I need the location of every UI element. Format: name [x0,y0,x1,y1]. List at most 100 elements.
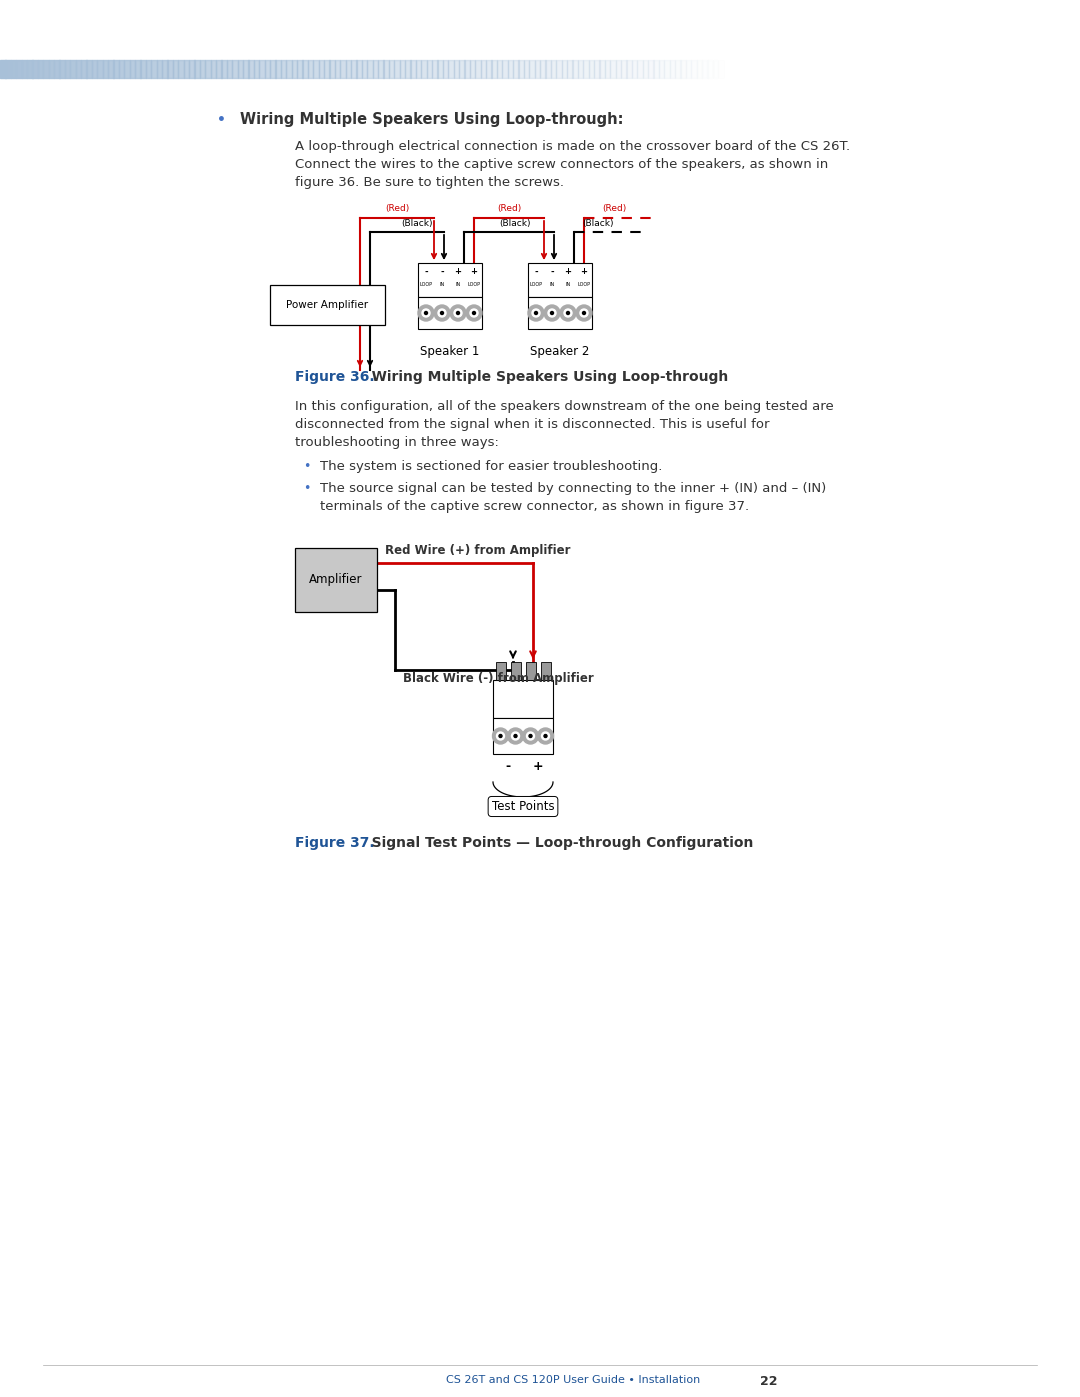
Text: Black Wire (-) from Amplifier: Black Wire (-) from Amplifier [403,672,594,685]
Bar [22,60,27,78]
Bar [977,60,983,78]
Bar [526,662,536,680]
Bar [540,662,551,680]
Circle shape [497,732,504,740]
Bar [38,60,43,78]
Bar [405,60,410,78]
Bar [103,60,108,78]
Bar [540,60,545,78]
Text: Red Wire (+) from Amplifier: Red Wire (+) from Amplifier [384,543,570,557]
Bar [859,60,864,78]
Text: CS 26T and CS 120P User Guide • Installation: CS 26T and CS 120P User Guide • Installa… [446,1375,700,1384]
Bar [724,60,729,78]
Text: Connect the wires to the captive screw connectors of the speakers, as shown in: Connect the wires to the captive screw c… [295,158,828,170]
Text: -: - [550,267,554,277]
Bar [842,60,848,78]
Bar [972,60,977,78]
Circle shape [538,728,554,745]
Bar [740,60,745,78]
Bar [86,60,92,78]
Bar [1004,60,1010,78]
Circle shape [422,309,430,317]
Circle shape [535,312,538,314]
Bar [945,60,950,78]
Bar [799,60,805,78]
Bar [464,60,470,78]
Bar [680,60,686,78]
Bar [351,60,356,78]
Circle shape [544,735,546,738]
Text: -: - [441,267,444,277]
Text: disconnected from the signal when it is disconnected. This is useful for: disconnected from the signal when it is … [295,418,769,432]
Bar [810,60,815,78]
Text: +: + [581,267,588,277]
Circle shape [514,735,517,738]
Bar [778,60,783,78]
Bar [567,60,572,78]
Bar [270,285,384,326]
Bar [670,60,675,78]
Bar [313,60,319,78]
Bar [648,60,653,78]
Bar [788,60,794,78]
Bar [378,60,383,78]
Bar [248,60,254,78]
Bar [659,60,664,78]
Bar [146,60,151,78]
Text: IN: IN [456,282,461,288]
Bar [907,60,913,78]
Bar [918,60,923,78]
Text: Wiring Multiple Speakers Using Loop-through: Wiring Multiple Speakers Using Loop-thro… [357,370,728,384]
Bar [821,60,826,78]
Bar [1048,60,1053,78]
Bar [475,60,481,78]
Bar [745,60,751,78]
Bar [97,60,103,78]
Bar [934,60,940,78]
Bar [178,60,184,78]
Bar [508,60,513,78]
Bar [599,60,605,78]
Bar [961,60,967,78]
Text: In this configuration, all of the speakers downstream of the one being tested ar: In this configuration, all of the speake… [295,400,834,414]
Bar [418,263,482,298]
Text: +: + [532,760,543,773]
Text: Figure 36.: Figure 36. [295,370,375,384]
Bar [562,60,567,78]
Bar [448,60,454,78]
Bar [621,60,626,78]
Bar [11,60,16,78]
Text: Test Points: Test Points [491,800,554,813]
Bar [211,60,216,78]
Bar [497,60,502,78]
Bar [556,60,562,78]
Bar [653,60,659,78]
Bar [902,60,907,78]
Text: The system is sectioned for easier troubleshooting.: The system is sectioned for easier troub… [320,460,662,474]
Circle shape [512,732,519,740]
Bar [729,60,734,78]
Bar [707,60,713,78]
Text: (Red): (Red) [384,204,409,212]
Text: LOOP: LOOP [468,282,481,288]
Bar [713,60,718,78]
Text: •: • [217,113,226,127]
Bar [221,60,227,78]
Circle shape [541,732,550,740]
Bar [43,60,49,78]
Bar [837,60,842,78]
Bar [356,60,362,78]
Text: -: - [424,267,428,277]
Bar [275,60,281,78]
Bar [270,60,275,78]
Text: •: • [303,482,310,495]
Bar [486,60,491,78]
Bar [265,60,270,78]
Bar [454,60,459,78]
Bar [373,60,378,78]
Text: figure 36. Be sure to tighten the screws.: figure 36. Be sure to tighten the screws… [295,176,564,189]
Bar [140,60,146,78]
Bar [70,60,76,78]
Bar [848,60,853,78]
Bar [492,718,553,754]
